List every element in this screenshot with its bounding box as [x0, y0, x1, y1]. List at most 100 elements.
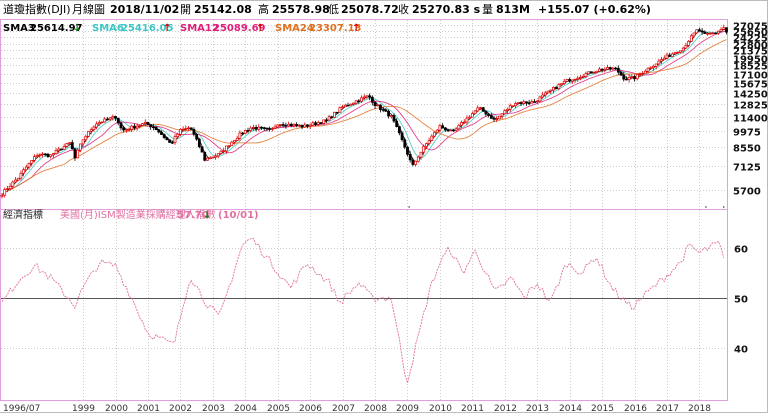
candle-body	[149, 124, 153, 128]
x-tick-label: 2014	[559, 404, 582, 413]
candle-body	[65, 143, 69, 147]
candle-body	[262, 127, 266, 129]
candle-body	[179, 129, 182, 135]
x-tick-label: 2012	[494, 404, 517, 413]
candle-body	[24, 166, 28, 171]
x-tick-label: 2017	[656, 404, 679, 413]
candle-body	[484, 110, 488, 115]
candle-body	[76, 149, 80, 159]
candle-body	[692, 32, 696, 37]
candle-body	[698, 29, 701, 32]
candle-body	[589, 71, 593, 74]
candle-body	[292, 124, 296, 127]
candle-body	[560, 83, 563, 86]
candle-body	[476, 107, 480, 112]
price-y-tick-label: 17100	[733, 71, 768, 82]
candle-body	[673, 52, 677, 55]
volume-value: 813M	[496, 3, 530, 16]
candle-body	[460, 122, 463, 126]
candle-body	[438, 125, 442, 131]
candle-body	[168, 139, 171, 143]
candle-body	[427, 140, 431, 144]
close-label: 收	[398, 2, 409, 16]
candle-body	[419, 151, 423, 158]
candle-body	[330, 116, 334, 118]
candle-body	[265, 127, 269, 130]
candle-body	[638, 73, 642, 76]
candle-body	[281, 124, 285, 126]
candle-body	[397, 126, 401, 134]
candle-body	[8, 185, 12, 190]
candle-body	[406, 146, 409, 155]
candle-body	[43, 153, 47, 156]
candle-body	[62, 146, 66, 150]
candle-body	[587, 71, 590, 75]
candle-body	[684, 45, 688, 49]
candle-body	[219, 150, 223, 154]
candle-body	[160, 131, 163, 135]
candle-body	[103, 118, 107, 123]
candle-body	[422, 146, 426, 153]
close-value: 25270.83 s	[412, 3, 481, 16]
candle-body	[722, 27, 726, 30]
price-y-tick-label: 27075	[733, 22, 768, 33]
x-tick-label: 2009	[396, 404, 419, 413]
x-tick-label: 2007	[332, 404, 355, 413]
candle-body	[411, 159, 415, 165]
candle-body	[716, 30, 720, 34]
x-tick-label: 2004	[234, 404, 257, 413]
candle-body	[679, 50, 682, 53]
price-y-tick-label: 11400	[733, 114, 768, 125]
candle-body	[41, 153, 44, 156]
sma3-arrow-icon: ↓	[73, 23, 81, 34]
candle-body	[519, 102, 523, 104]
candle-body	[208, 157, 212, 160]
candle-body	[454, 128, 458, 131]
candle-body	[546, 90, 550, 94]
candle-body	[89, 129, 93, 132]
low-label: 低	[328, 3, 339, 16]
candle-body	[687, 41, 691, 46]
candle-body	[465, 117, 469, 123]
candle-body	[646, 67, 650, 72]
candle-body	[614, 67, 618, 70]
candle-body	[408, 153, 412, 161]
sma24-label: SMA24	[275, 23, 314, 34]
candle-body	[6, 188, 9, 190]
change-value: +155.07 (+0.62%)	[538, 3, 651, 16]
candle-body	[260, 126, 263, 129]
x-tick-label: 2001	[137, 404, 160, 413]
candle-body	[430, 135, 434, 141]
sma-legend: SMA3 25614.97 ↓ SMA6 25416.05 ↑ SMA12 25…	[3, 23, 365, 34]
price-panel-frame	[0, 19, 728, 210]
candle-body	[500, 113, 504, 117]
candle-body	[627, 77, 631, 80]
price-y-tick-label: 21375	[733, 47, 768, 58]
sma3-label: SMA3	[3, 23, 35, 34]
candle-body	[565, 79, 569, 82]
candle-body	[157, 129, 161, 133]
candle-body	[95, 123, 99, 128]
candle-body	[27, 162, 31, 168]
candle-body	[211, 156, 215, 159]
candle-body	[670, 53, 674, 57]
candle-body	[270, 128, 274, 130]
x-tick-label: 2003	[202, 404, 225, 413]
candle-body	[187, 127, 190, 130]
candle-body	[446, 129, 450, 132]
high-value: 25578.98	[272, 3, 330, 16]
candle-body	[141, 123, 144, 126]
indicator-panel-label: 經濟指標	[3, 208, 43, 221]
candle-body	[238, 132, 242, 139]
candle-body	[11, 181, 15, 187]
candle-body	[662, 57, 666, 60]
candle-body	[616, 67, 620, 73]
candle-body	[241, 132, 244, 135]
candle-body	[360, 97, 363, 102]
candle-body	[441, 125, 445, 129]
candle-body	[425, 143, 428, 147]
candle-body	[322, 119, 326, 124]
ism-pmi-line	[1, 237, 725, 385]
candle-body	[600, 68, 604, 71]
